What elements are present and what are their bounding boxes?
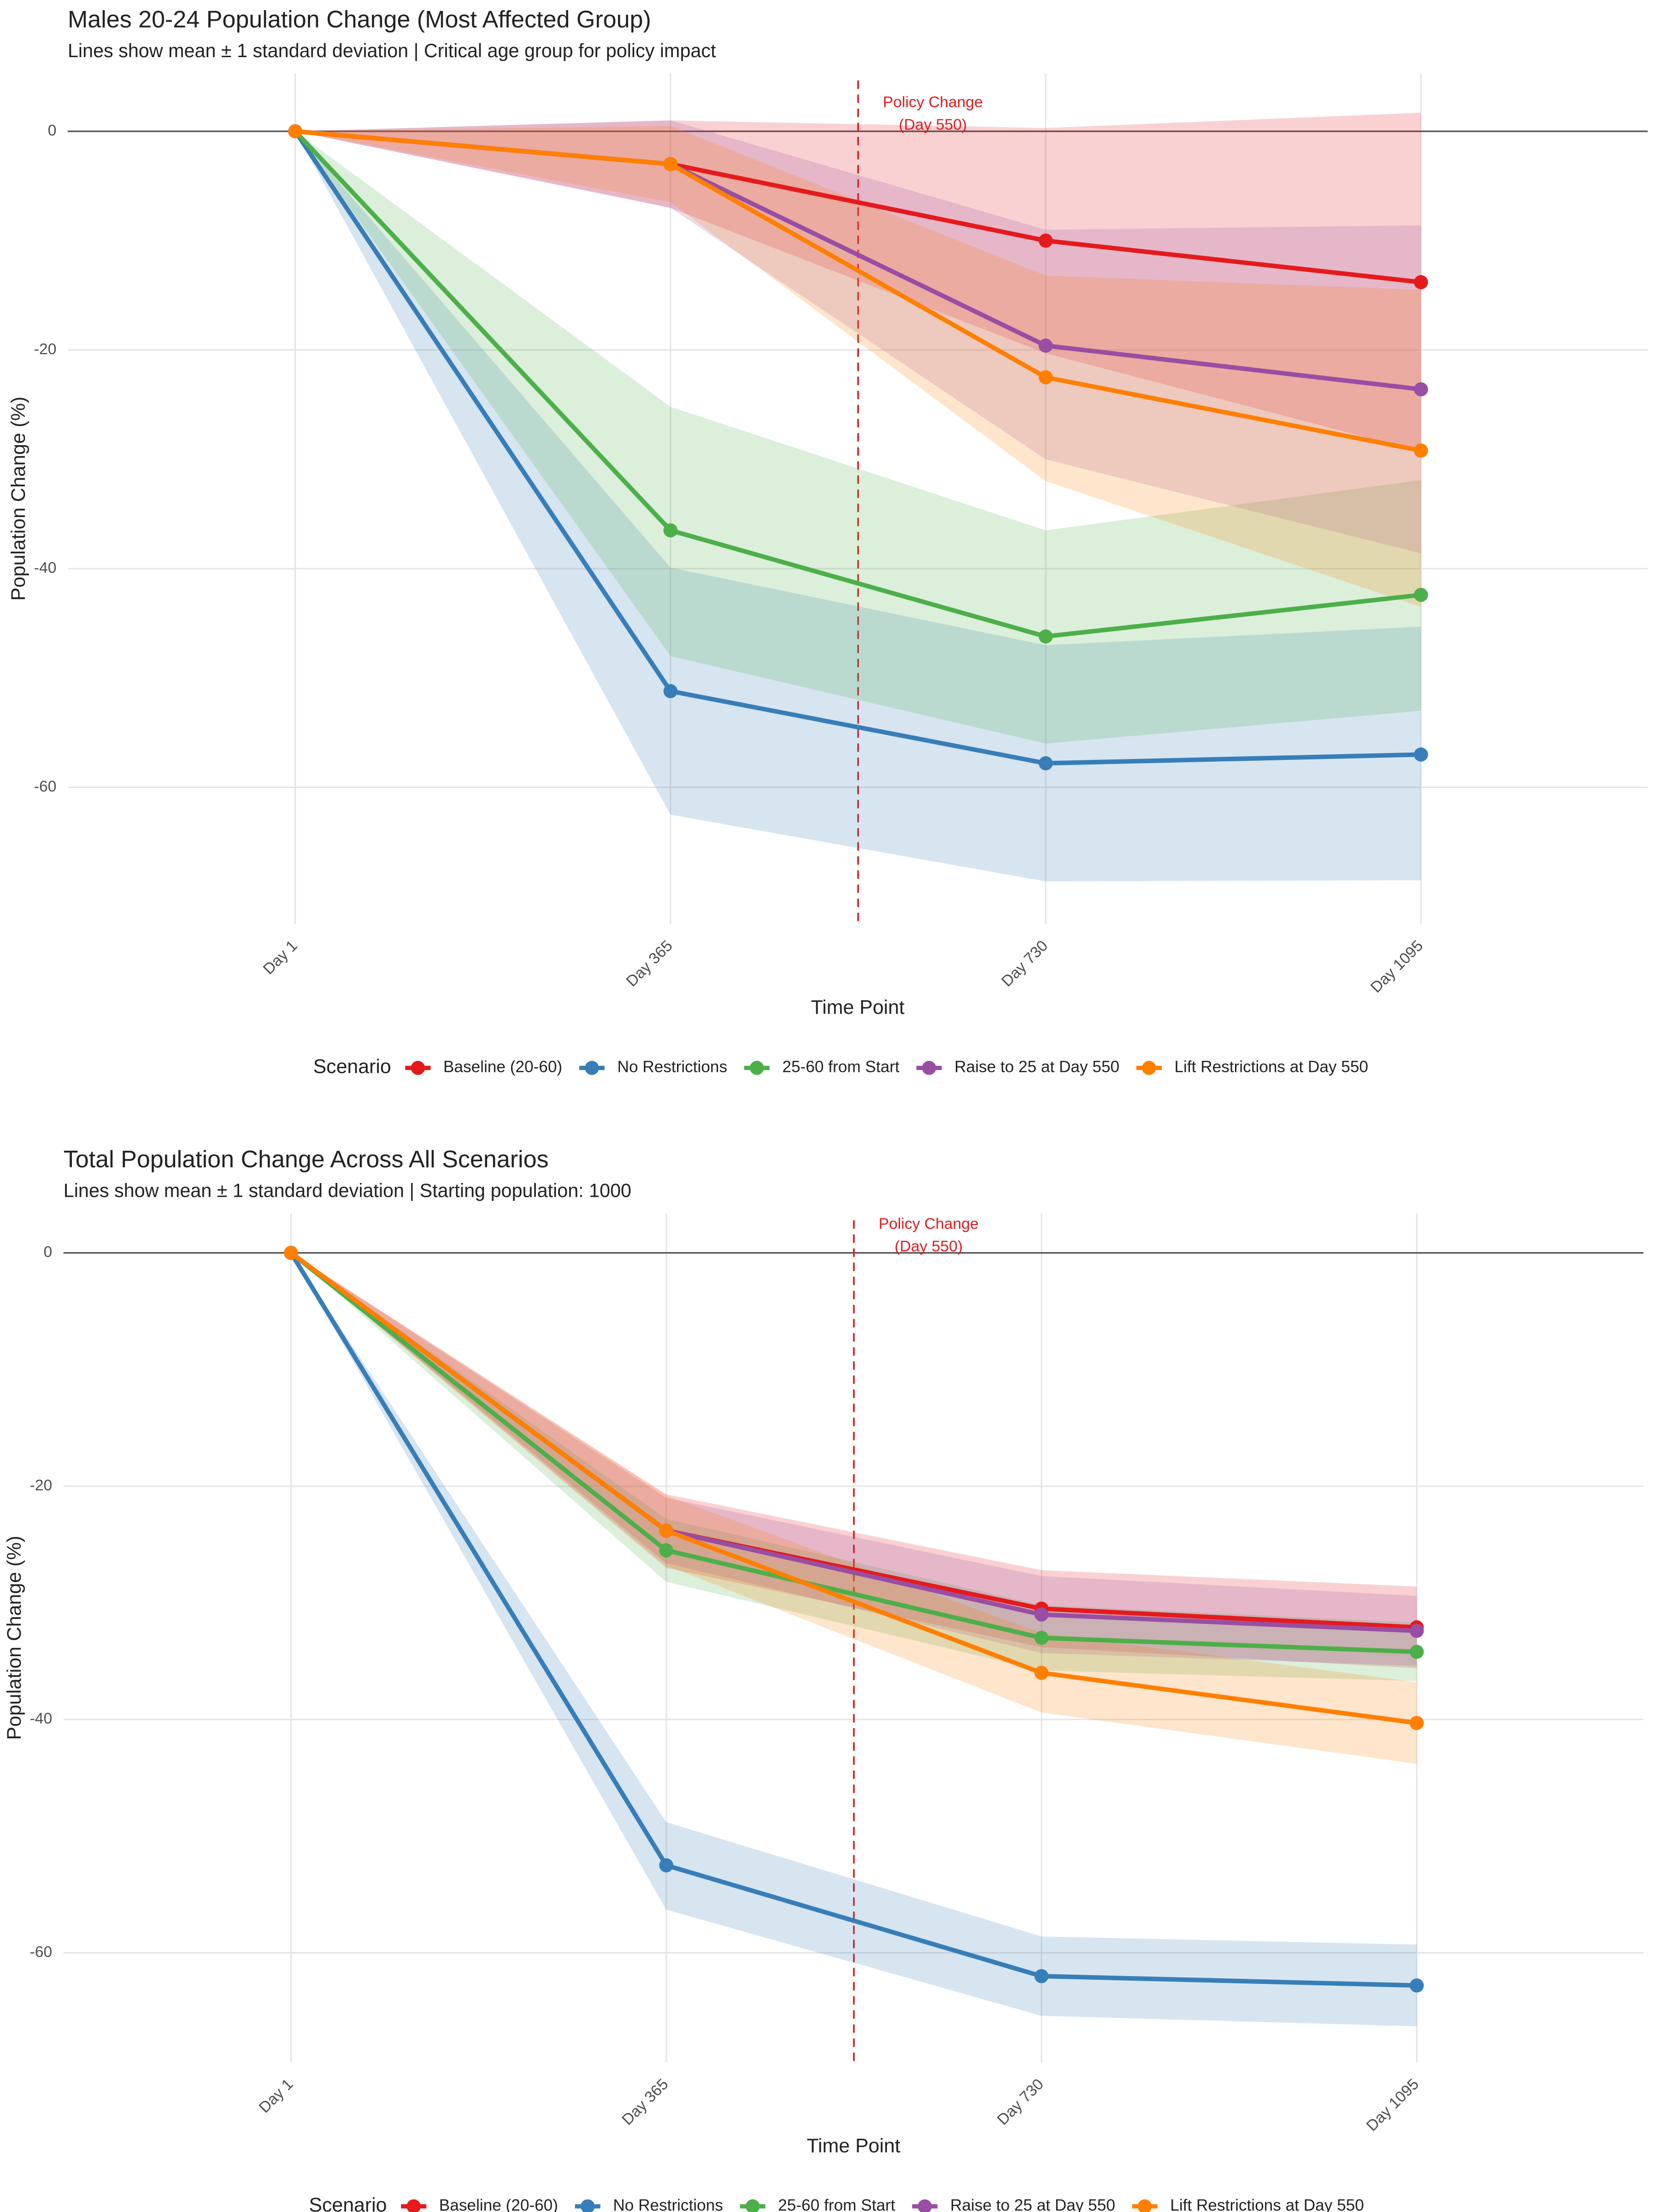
chart-panel: Males 20-24 Population Change (Most Affe… [7, 6, 1648, 1078]
legend-key-point [922, 1061, 936, 1075]
point [1410, 1645, 1424, 1659]
legend-title: Scenario [313, 1056, 391, 1078]
sd-band [291, 1253, 1417, 2027]
legend-label: No Restrictions [618, 1058, 728, 1076]
legend-label: 25-60 from Start [778, 2196, 895, 2212]
point [659, 1543, 674, 1558]
legend-key-point [750, 1061, 764, 1075]
series-line [289, 1251, 1417, 1654]
sd-band [291, 1253, 1417, 1764]
y-tick-label: -20 [30, 1477, 53, 1494]
legend-key-point [411, 1061, 425, 1075]
sd-band [295, 131, 1421, 744]
chart-subtitle: Lines show mean ± 1 standard deviation |… [68, 40, 716, 61]
policy-label: (Day 550) [894, 1238, 963, 1255]
point [1414, 382, 1428, 397]
point [1038, 338, 1053, 353]
point [663, 684, 678, 699]
point [1034, 1607, 1049, 1622]
point [1414, 443, 1428, 458]
x-tick-label: Day 730 [998, 937, 1051, 990]
policy-label: Policy Change [883, 94, 983, 111]
legend-key-point [1137, 2199, 1152, 2212]
x-tick-label: Day 1 [260, 937, 300, 978]
y-axis-title: Population Change (%) [7, 397, 29, 601]
policy-label: Policy Change [879, 1215, 979, 1232]
x-tick-label: Day 1 [256, 2076, 296, 2116]
series-line [295, 129, 1422, 453]
legend-key-point [585, 1061, 599, 1075]
legend-label: Baseline (20-60) [439, 2196, 558, 2212]
y-tick-label: -40 [30, 1710, 53, 1727]
chart-panel: Total Population Change Across All Scena… [3, 1146, 1644, 2212]
point [1414, 747, 1428, 762]
sd-band [295, 120, 1421, 553]
policy-label: (Day 550) [899, 117, 967, 134]
legend-key-point [406, 2199, 421, 2212]
point [1038, 233, 1053, 248]
series-line [293, 130, 1421, 766]
sd-band [295, 112, 1421, 452]
y-tick-label: 0 [48, 122, 57, 139]
point [1410, 1978, 1424, 1993]
y-tick-label: -40 [34, 559, 57, 577]
point [1410, 1624, 1424, 1638]
point [1038, 629, 1053, 644]
y-tick-label: -20 [34, 341, 57, 358]
point [1414, 275, 1428, 289]
point [663, 157, 678, 171]
point [663, 523, 678, 538]
x-tick-label: Day 365 [623, 937, 676, 990]
legend-title: Scenario [309, 2194, 387, 2212]
series-line [289, 1252, 1417, 1988]
point [284, 1246, 298, 1260]
legend-label: No Restrictions [613, 2196, 723, 2212]
x-tick-label: Day 365 [619, 2076, 672, 2129]
legend-key-point [580, 2199, 595, 2212]
sd-band [295, 131, 1421, 882]
legend-label: Raise to 25 at Day 550 [954, 1058, 1119, 1076]
legend-label: Baseline (20-60) [443, 1058, 562, 1076]
y-tick-label: -60 [34, 778, 57, 795]
point [1034, 1969, 1049, 1983]
legend-label: Lift Restrictions at Day 550 [1174, 1058, 1368, 1076]
x-tick-label: Day 1095 [1363, 2076, 1422, 2135]
point [1034, 1665, 1049, 1680]
legend-key-point [745, 2199, 760, 2212]
sd-band [295, 126, 1421, 607]
x-axis-title: Time Point [806, 2135, 900, 2157]
y-tick-label: -60 [30, 1943, 53, 1960]
point [1414, 588, 1428, 602]
legend-key-point [1142, 1061, 1156, 1075]
series-line [294, 129, 1422, 639]
legend-label: 25-60 from Start [782, 1058, 900, 1076]
chart-title: Total Population Change Across All Scena… [64, 1146, 549, 1173]
x-axis-title: Time Point [811, 996, 905, 1018]
x-tick-label: Day 1095 [1367, 937, 1426, 996]
point [288, 124, 302, 139]
legend-key-point [918, 2199, 932, 2212]
point [659, 1858, 674, 1873]
x-tick-label: Day 730 [994, 2076, 1047, 2129]
chart-title: Males 20-24 Population Change (Most Affe… [68, 6, 651, 33]
point [1038, 370, 1053, 385]
legend-label: Lift Restrictions at Day 550 [1170, 2196, 1364, 2212]
point [1034, 1630, 1049, 1645]
y-axis-title: Population Change (%) [3, 1536, 25, 1740]
point [1038, 756, 1053, 771]
point [1410, 1716, 1424, 1730]
point [659, 1523, 674, 1538]
chart-subtitle: Lines show mean ± 1 standard deviation |… [64, 1180, 631, 1201]
series-line [289, 1251, 1417, 1725]
legend-label: Raise to 25 at Day 550 [950, 2196, 1115, 2212]
y-tick-label: 0 [44, 1244, 53, 1261]
